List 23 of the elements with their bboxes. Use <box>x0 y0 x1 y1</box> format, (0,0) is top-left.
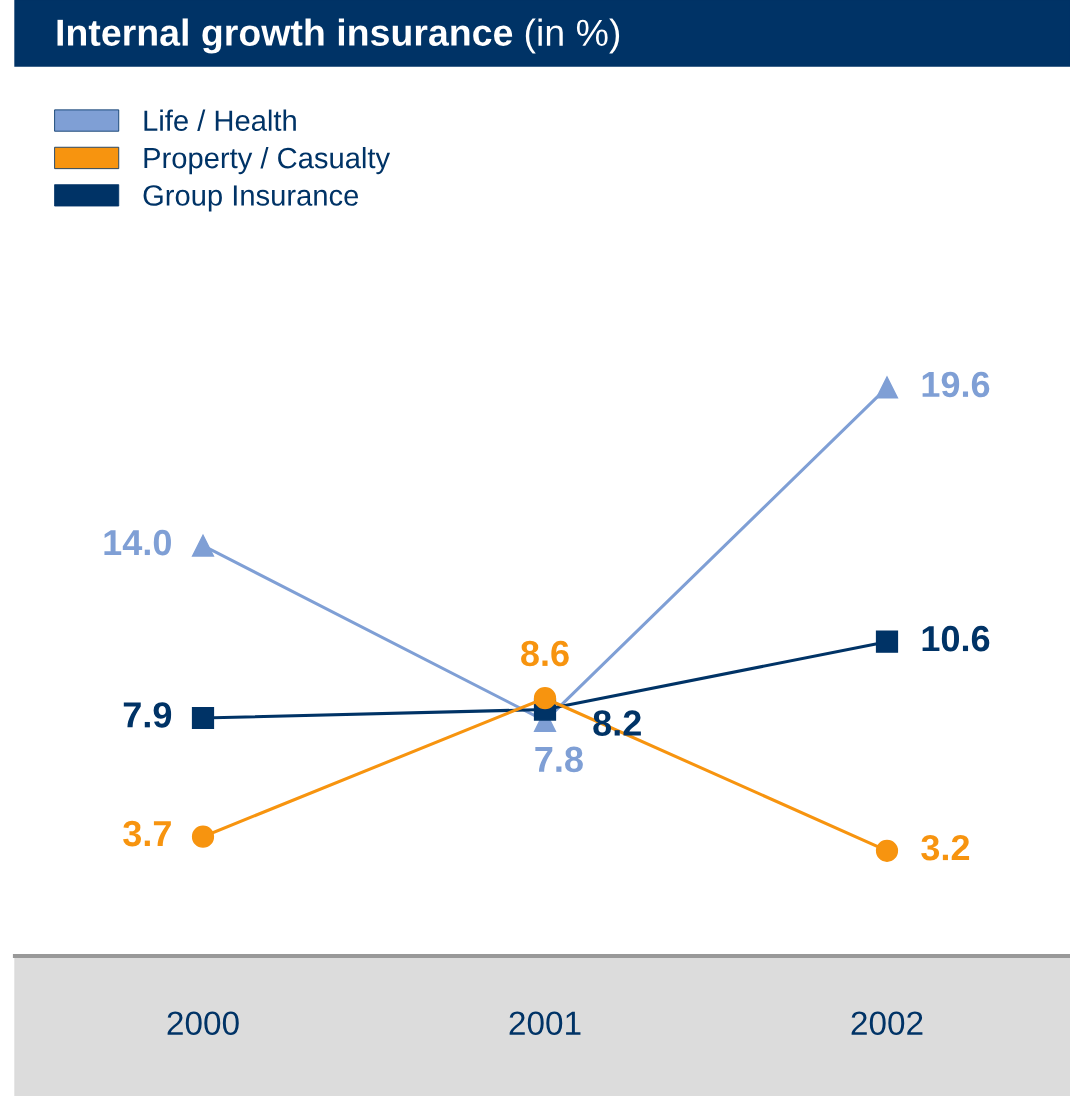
point <box>191 706 215 730</box>
data-label: 7.9 <box>123 702 172 728</box>
x-tick-label: 2000 <box>167 1011 239 1036</box>
legend-label: Property / Casualty <box>144 146 391 175</box>
data-label: 8.6 <box>521 640 569 667</box>
data-label: 3.2 <box>921 834 970 861</box>
legend-label: Group Insurance <box>143 185 359 212</box>
point <box>533 687 557 710</box>
chart-subtitle: (in %) <box>525 18 620 54</box>
point <box>875 630 899 653</box>
data-label: 19.6 <box>922 371 990 398</box>
legend-label: Life / Health <box>144 109 296 132</box>
data-label: 3.7 <box>123 820 171 847</box>
point <box>875 839 899 862</box>
point <box>191 534 215 557</box>
x-tick-label: 2001 <box>509 1011 581 1036</box>
chart-title: Internal growth insurance <box>57 18 513 54</box>
data-label: 10.6 <box>922 625 990 652</box>
point <box>191 825 215 848</box>
data-label: 7.8 <box>535 746 583 773</box>
point <box>875 376 899 399</box>
x-tick-label: 2002 <box>851 1011 923 1036</box>
data-label: 14.0 <box>104 529 171 556</box>
